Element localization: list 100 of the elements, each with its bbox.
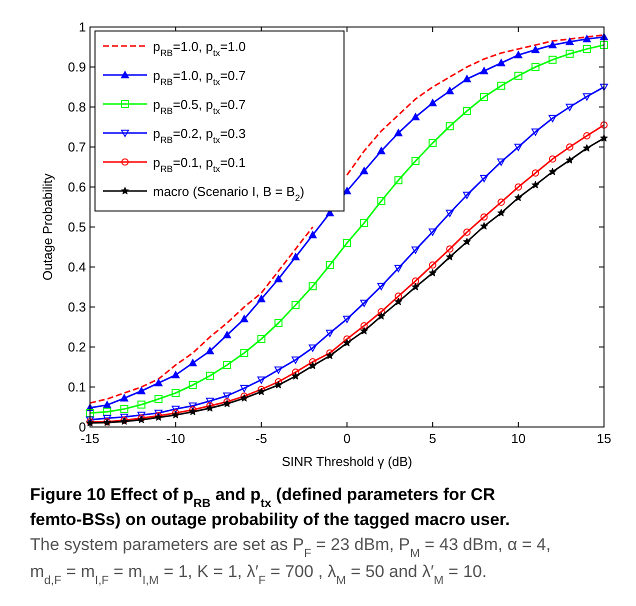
point <box>412 113 420 120</box>
point <box>103 401 112 408</box>
point <box>394 298 402 306</box>
point <box>412 282 420 290</box>
point <box>377 197 386 205</box>
x-tick-label: 15 <box>596 431 612 446</box>
point <box>514 183 522 191</box>
point <box>292 372 300 380</box>
x-tick-label: 0 <box>343 431 351 446</box>
point <box>120 394 128 402</box>
point <box>480 93 488 101</box>
point <box>206 404 214 412</box>
point <box>343 338 351 346</box>
point <box>274 319 282 327</box>
legend-label: p$_{RB}$=1.0, p$_{tx}$=0.7 <box>153 68 246 87</box>
y-tick-label: 0.3 <box>68 300 86 314</box>
point <box>206 402 214 410</box>
point <box>462 107 471 115</box>
point <box>240 384 248 392</box>
point <box>377 312 386 320</box>
point <box>566 143 574 151</box>
point <box>292 368 300 376</box>
y-tick-label: 0.2 <box>68 340 86 354</box>
point <box>429 261 436 269</box>
point <box>480 174 488 182</box>
point <box>292 253 300 260</box>
x-tick-label: 10 <box>511 431 526 446</box>
point <box>394 176 402 184</box>
point <box>292 301 300 309</box>
point <box>154 379 163 386</box>
y-tick-label: 0.9 <box>68 60 86 74</box>
point <box>377 147 386 154</box>
point <box>360 322 368 330</box>
point <box>446 122 454 130</box>
legend-label: macro (Scenario I, B = B$_{2}$) <box>153 184 304 203</box>
point <box>548 41 557 48</box>
point <box>446 87 454 94</box>
point <box>412 157 420 165</box>
point <box>137 387 146 394</box>
y-tick-label: 0.8 <box>68 100 86 114</box>
point <box>394 129 402 136</box>
point <box>583 132 591 140</box>
x-tick-label: -5 <box>256 431 268 446</box>
point <box>514 51 522 58</box>
point <box>582 93 591 101</box>
point <box>360 326 368 334</box>
y-tick-label: 0.5 <box>68 220 86 234</box>
point <box>257 376 266 384</box>
point <box>154 395 163 403</box>
point <box>497 82 506 90</box>
point <box>428 139 437 147</box>
point <box>188 381 197 389</box>
point <box>308 231 317 238</box>
point <box>446 252 454 260</box>
point <box>548 114 557 122</box>
point <box>343 316 351 323</box>
point <box>343 335 351 343</box>
x-tick-label: 5 <box>429 431 436 446</box>
y-tick-label: 0.6 <box>68 180 86 194</box>
legend-label: p$_{RB}$=1.0, p$_{tx}$=1.0 <box>153 39 246 58</box>
point <box>188 359 197 366</box>
point <box>531 63 540 71</box>
point <box>446 245 454 253</box>
point <box>548 168 557 176</box>
point <box>360 167 368 174</box>
point <box>172 406 180 413</box>
y-tick-label: 0.7 <box>68 140 86 154</box>
point <box>548 56 557 64</box>
text: Figure 10 Effect of p$_{RB}$ and p$_{tx}$ (defined parameters for CR femto-BSs) on outage probability of the tagged macro user. <box>30 485 510 529</box>
point <box>120 405 128 413</box>
point <box>532 180 540 188</box>
point <box>326 261 334 269</box>
point <box>206 398 214 405</box>
point <box>377 282 386 290</box>
legend-label: p$_{RB}$=0.5, p$_{tx}$=0.7 <box>153 97 246 116</box>
point <box>274 275 282 282</box>
x-axis-title: SINR Threshold γ (dB) <box>282 454 412 469</box>
point <box>274 380 282 388</box>
point <box>497 158 506 166</box>
point <box>378 308 385 316</box>
point <box>240 315 248 322</box>
point <box>326 352 334 360</box>
point <box>240 349 248 357</box>
point <box>326 349 334 357</box>
point <box>600 41 608 49</box>
point <box>498 198 505 206</box>
point <box>582 45 591 53</box>
point <box>514 194 522 202</box>
point <box>566 156 574 164</box>
point <box>582 35 591 42</box>
point <box>274 366 282 374</box>
point <box>308 344 317 352</box>
point <box>548 155 556 163</box>
point <box>428 99 437 106</box>
point <box>188 402 197 410</box>
point <box>308 362 317 370</box>
point <box>172 371 180 378</box>
point <box>137 400 146 409</box>
point <box>394 264 402 272</box>
point <box>223 392 232 400</box>
